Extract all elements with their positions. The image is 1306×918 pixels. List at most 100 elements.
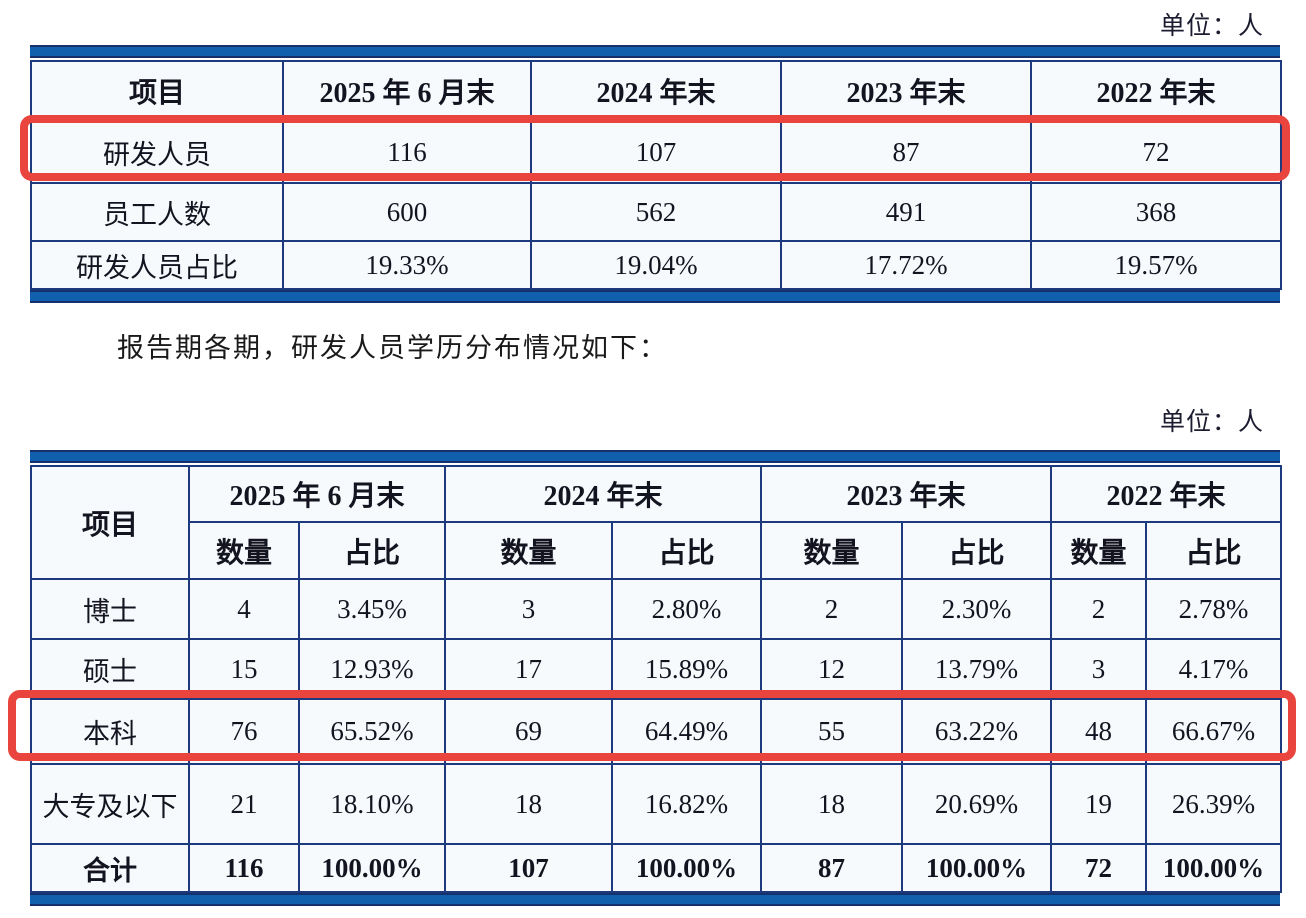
- value-cell: 19.57%: [1030, 240, 1282, 290]
- value-cell: 55: [760, 698, 904, 765]
- row-label: 员工人数: [30, 182, 284, 242]
- value-cell: 87: [780, 120, 1032, 184]
- value-cell: 65.52%: [297, 698, 447, 765]
- intro-paragraph: 报告期各期，研发人员学历分布情况如下：: [117, 333, 668, 363]
- subheader-ratio: 占比: [611, 521, 763, 580]
- header-cell-item: 项目: [30, 60, 284, 122]
- table-row-rd-ratio: 研发人员占比 19.33% 19.04% 17.72% 19.57%: [30, 240, 1282, 290]
- value-cell: 21: [188, 763, 300, 845]
- table-bottom-accent-bar: [30, 290, 1280, 303]
- header-cell-2025h1: 2025 年 6 月末: [282, 60, 532, 122]
- value-cell: 100.00%: [1145, 843, 1283, 893]
- education-distribution-table: 项目 2025 年 6 月末 2024 年末 2023 年末 2022 年末 数…: [30, 465, 1283, 893]
- value-cell: 17: [444, 638, 614, 700]
- value-cell: 15: [188, 638, 300, 700]
- row-label: 合计: [30, 843, 190, 893]
- header-cell-item: 项目: [30, 465, 190, 580]
- subheader-ratio: 占比: [297, 521, 447, 580]
- row-label: 研发人员占比: [30, 240, 284, 290]
- table2-period-header-row: 项目 2025 年 6 月末 2024 年末 2023 年末 2022 年末: [30, 465, 1283, 580]
- value-cell: 63.22%: [901, 698, 1053, 765]
- value-cell: 15.89%: [611, 638, 763, 700]
- value-cell: 368: [1030, 182, 1282, 242]
- value-cell: 76: [188, 698, 300, 765]
- header-cell-2022: 2022 年末: [1050, 465, 1283, 523]
- table-row-master: 硕士 15 12.93% 17 15.89% 12 13.79% 3 4.17%: [30, 638, 1283, 700]
- education-table-block: 项目 2025 年 6 月末 2024 年末 2023 年末 2022 年末 数…: [30, 450, 1283, 906]
- value-cell: 107: [444, 843, 614, 893]
- value-cell: 66.67%: [1145, 698, 1283, 765]
- rd-summary-table: 项目 2025 年 6 月末 2024 年末 2023 年末 2022 年末 研…: [30, 60, 1282, 290]
- subheader-count: 数量: [760, 521, 904, 580]
- value-cell: 100.00%: [611, 843, 763, 893]
- value-cell: 87: [760, 843, 904, 893]
- row-label: 博士: [30, 578, 190, 640]
- row-label: 研发人员: [30, 120, 284, 184]
- value-cell: 19.33%: [282, 240, 532, 290]
- value-cell: 4.17%: [1145, 638, 1283, 700]
- value-cell: 600: [282, 182, 532, 242]
- header-cell-2024: 2024 年末: [444, 465, 763, 523]
- value-cell: 562: [530, 182, 782, 242]
- subheader-count: 数量: [188, 521, 300, 580]
- value-cell: 2: [1050, 578, 1148, 640]
- row-label: 硕士: [30, 638, 190, 700]
- value-cell: 18.10%: [297, 763, 447, 845]
- subheader-ratio: 占比: [1145, 521, 1283, 580]
- value-cell: 116: [282, 120, 532, 184]
- value-cell: 4: [188, 578, 300, 640]
- table-row-employee-count: 员工人数 600 562 491 368: [30, 182, 1282, 242]
- value-cell: 18: [444, 763, 614, 845]
- value-cell: 3.45%: [297, 578, 447, 640]
- table1-header-row: 项目 2025 年 6 月末 2024 年末 2023 年末 2022 年末: [30, 60, 1282, 122]
- subheader-count: 数量: [444, 521, 614, 580]
- value-cell: 26.39%: [1145, 763, 1283, 845]
- row-label: 大专及以下: [30, 763, 190, 845]
- row-label: 本科: [30, 698, 190, 765]
- value-cell: 3: [1050, 638, 1148, 700]
- table-bottom-accent-bar: [30, 893, 1280, 906]
- value-cell: 116: [188, 843, 300, 893]
- value-cell: 2.80%: [611, 578, 763, 640]
- value-cell: 2.30%: [901, 578, 1053, 640]
- value-cell: 19: [1050, 763, 1148, 845]
- value-cell: 18: [760, 763, 904, 845]
- unit-label-top: 单位：人: [1159, 13, 1264, 40]
- table-row-phd: 博士 4 3.45% 3 2.80% 2 2.30% 2 2.78%: [30, 578, 1283, 640]
- table-top-accent-bar: [30, 450, 1280, 463]
- table-row-college-below: 大专及以下 21 18.10% 18 16.82% 18 20.69% 19 2…: [30, 763, 1283, 845]
- header-cell-2025h1: 2025 年 6 月末: [187, 465, 447, 523]
- table-row-bachelor: 本科 76 65.52% 69 64.49% 55 63.22% 48 66.6…: [30, 698, 1283, 765]
- value-cell: 2.78%: [1145, 578, 1283, 640]
- unit-label-mid: 单位：人: [1159, 409, 1264, 436]
- value-cell: 64.49%: [611, 698, 763, 765]
- subheader-count: 数量: [1050, 521, 1148, 580]
- value-cell: 107: [530, 120, 782, 184]
- table-row-total: 合计 116 100.00% 107 100.00% 87 100.00% 72…: [30, 843, 1283, 893]
- value-cell: 2: [760, 578, 904, 640]
- header-cell-2022: 2022 年末: [1030, 60, 1282, 122]
- header-cell-2024: 2024 年末: [530, 60, 782, 122]
- value-cell: 16.82%: [611, 763, 763, 845]
- value-cell: 19.04%: [530, 240, 782, 290]
- rd-summary-table-block: 项目 2025 年 6 月末 2024 年末 2023 年末 2022 年末 研…: [30, 45, 1282, 303]
- value-cell: 100.00%: [297, 843, 447, 893]
- value-cell: 72: [1050, 843, 1148, 893]
- table-top-accent-bar: [30, 45, 1280, 58]
- value-cell: 48: [1050, 698, 1148, 765]
- value-cell: 17.72%: [780, 240, 1032, 290]
- value-cell: 13.79%: [901, 638, 1053, 700]
- value-cell: 100.00%: [901, 843, 1053, 893]
- header-cell-2023: 2023 年末: [760, 465, 1053, 523]
- table-row-rd-personnel: 研发人员 116 107 87 72: [30, 120, 1282, 184]
- value-cell: 12: [760, 638, 904, 700]
- subheader-ratio: 占比: [901, 521, 1053, 580]
- value-cell: 69: [444, 698, 614, 765]
- header-cell-2023: 2023 年末: [780, 60, 1032, 122]
- value-cell: 20.69%: [901, 763, 1053, 845]
- value-cell: 491: [780, 182, 1032, 242]
- value-cell: 3: [444, 578, 614, 640]
- table2-subheader-row: 数量 占比 数量 占比 数量 占比 数量 占比: [31, 521, 1283, 580]
- value-cell: 72: [1030, 120, 1282, 184]
- value-cell: 12.93%: [297, 638, 447, 700]
